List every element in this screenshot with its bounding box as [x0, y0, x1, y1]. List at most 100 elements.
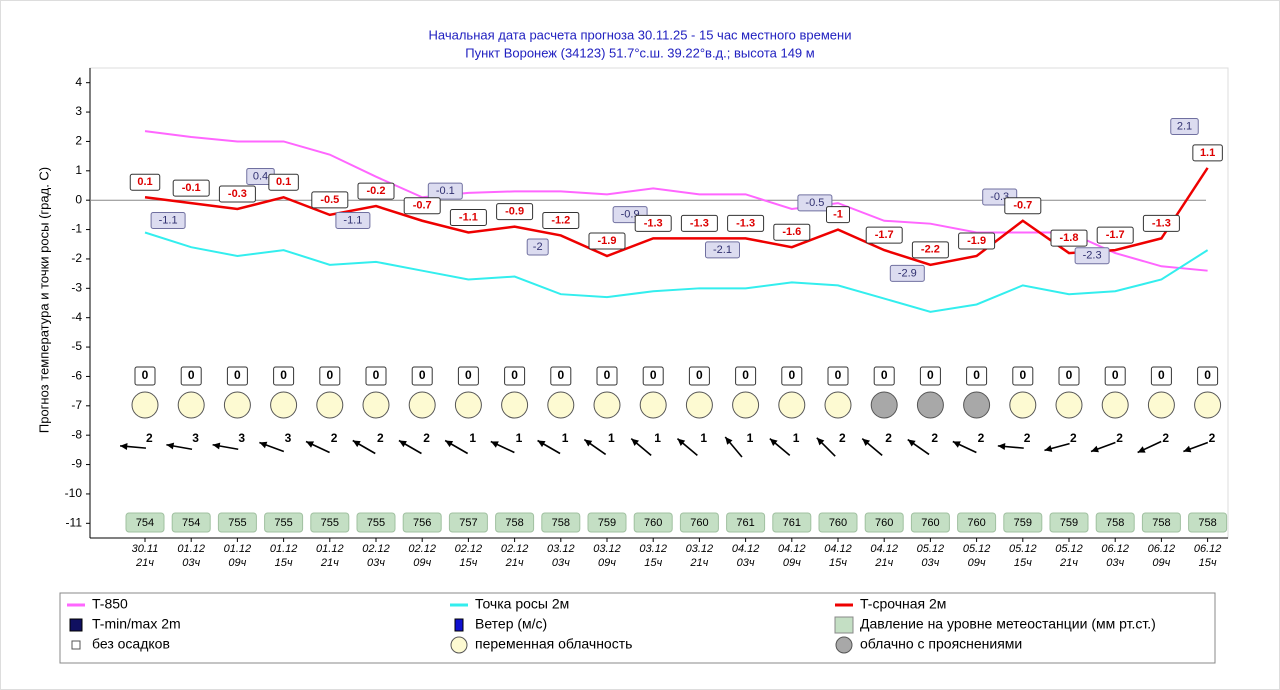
legend-label: T-850 [92, 596, 128, 612]
x-tick-label: 04.12 [824, 543, 852, 555]
wind-speed: 1 [608, 431, 615, 445]
wind-arrow-head [1090, 445, 1099, 453]
value-label: -0.2 [367, 185, 386, 197]
pressure-label: 760 [875, 517, 893, 529]
x-tick-label: 09ч [228, 557, 246, 569]
cloud-icon [362, 391, 390, 419]
legend-swatch [71, 640, 81, 650]
value-box [773, 223, 811, 241]
pressure-label: 758 [1152, 517, 1170, 529]
minmax-box [797, 194, 833, 212]
y-tick-label: -7 [71, 398, 82, 412]
pressure-label: 758 [552, 517, 570, 529]
value-box [911, 241, 949, 259]
pressure-label: 760 [644, 517, 662, 529]
precip-label: 0 [188, 368, 195, 382]
x-tick-label: 15ч [644, 557, 662, 569]
cloud-icon [1055, 391, 1083, 419]
value-box [634, 214, 672, 232]
pressure-box [910, 512, 950, 533]
y-tick-label: -5 [71, 339, 82, 353]
cloud-icon [316, 391, 344, 419]
precip-label: 0 [1204, 368, 1211, 382]
x-tick-label: 09ч [598, 557, 616, 569]
pressure-label: 755 [367, 517, 385, 529]
value-box [311, 191, 349, 209]
wind-speed: 2 [931, 431, 938, 445]
pressure-label: 759 [1060, 517, 1078, 529]
pressure-box [541, 512, 581, 533]
value-label: 1.1 [1200, 147, 1215, 159]
x-tick-label: 04.12 [870, 543, 898, 555]
pressure-box [1003, 512, 1043, 533]
value-label: -1.3 [736, 217, 755, 229]
wind-arrow-head [166, 442, 175, 450]
minmax-box [150, 212, 186, 229]
wind-speed: 2 [839, 431, 846, 445]
cloud-icon [916, 391, 944, 419]
pressure-label: 760 [967, 517, 985, 529]
y-tick-label: -2 [71, 251, 82, 265]
cloud-icon [778, 391, 806, 419]
precip-box [1150, 366, 1172, 386]
pressure-label: 759 [1014, 517, 1032, 529]
x-tick-label: 21ч [505, 557, 524, 569]
precip-box [365, 366, 387, 386]
series-line [144, 231, 1209, 313]
wind-speed: 2 [885, 431, 892, 445]
precip-box [1012, 366, 1034, 386]
pressure-label: 756 [413, 517, 431, 529]
precip-label: 0 [973, 368, 980, 382]
minmax-box [427, 182, 463, 200]
minmax-label: -0.5 [805, 197, 824, 209]
pressure-label: 760 [829, 517, 847, 529]
precip-box [411, 366, 433, 386]
wind-arrow-head [259, 441, 268, 449]
x-tick-label: 21ч [1059, 557, 1078, 569]
precip-box [596, 366, 618, 386]
precip-box [457, 366, 479, 386]
pressure-label: 755 [274, 517, 292, 529]
value-label: -1.1 [459, 211, 478, 223]
pressure-label: 760 [921, 517, 939, 529]
precip-label: 0 [788, 368, 795, 382]
pressure-box [587, 512, 627, 533]
pressure-label: 757 [459, 517, 477, 529]
x-tick-label: 15ч [275, 557, 293, 569]
wind-arrow-head [212, 442, 221, 450]
precip-box [1197, 366, 1219, 386]
chart-title: Начальная дата расчета прогноза 30.11.25… [429, 27, 852, 42]
wind-arrow-head [445, 440, 454, 448]
precip-box [226, 366, 248, 386]
y-tick-label: -8 [71, 427, 82, 441]
pressure-box [356, 512, 396, 533]
wind-speed: 3 [238, 431, 245, 445]
x-tick-label: 21ч [320, 557, 339, 569]
value-box [680, 214, 718, 232]
wind-speed: 1 [700, 431, 707, 445]
wind-arrow-head [120, 443, 128, 450]
cloud-icon [547, 391, 575, 419]
y-tick-label: 2 [75, 134, 82, 148]
precip-box [919, 366, 941, 386]
y-tick-label: -6 [71, 369, 82, 383]
x-tick-label: 03ч [367, 557, 385, 569]
value-label: -1.9 [967, 235, 986, 247]
value-label: -1.8 [1060, 232, 1079, 244]
wind-speed: 2 [1116, 431, 1123, 445]
pressure-box [726, 512, 766, 533]
minmax-box [335, 212, 371, 229]
x-tick-label: 03ч [737, 557, 755, 569]
wind-arrow-head [1137, 446, 1146, 453]
legend-label: облачно с прояснениями [860, 636, 1022, 652]
legend-swatch [454, 618, 464, 632]
y-tick-label: -4 [71, 310, 82, 324]
x-tick-label: 21ч [689, 557, 708, 569]
wind-arrow-head [725, 437, 733, 445]
legend-swatch [450, 636, 468, 654]
x-tick-label: 02.12 [408, 543, 436, 555]
precip-label: 0 [419, 368, 426, 382]
cloud-icon [177, 391, 205, 419]
value-box [449, 209, 487, 226]
precip-box [642, 366, 664, 386]
